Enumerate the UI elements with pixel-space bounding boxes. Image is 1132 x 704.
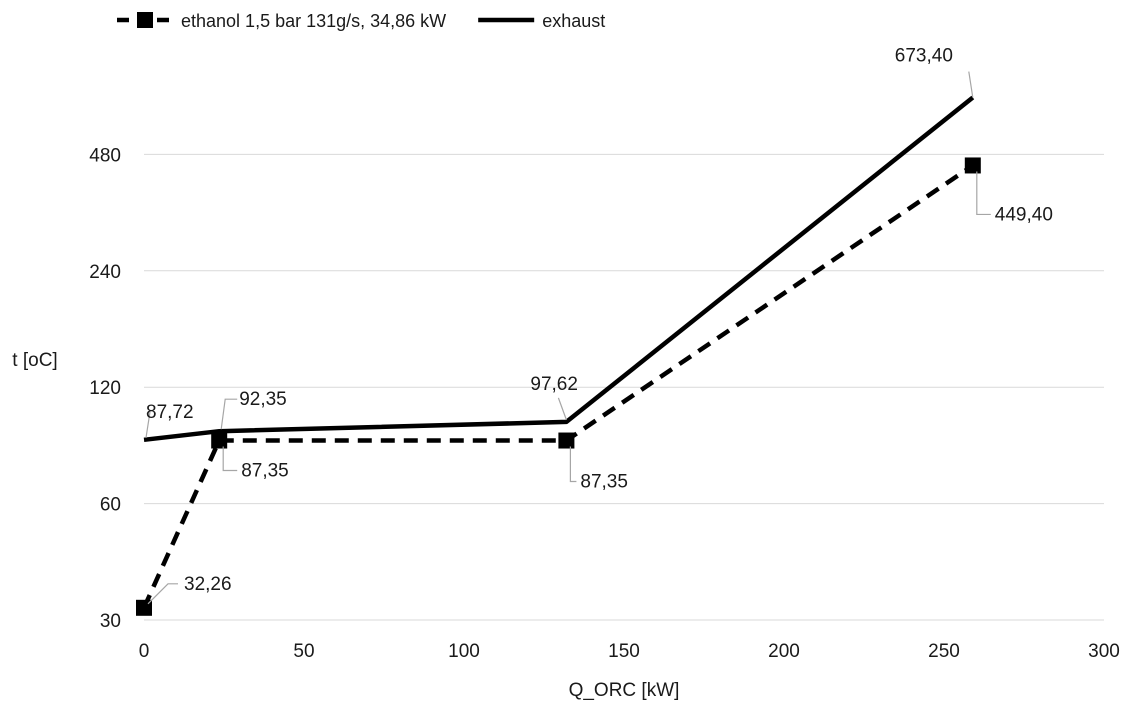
y-tick-label: 60 xyxy=(100,495,121,516)
x-tick-label: 300 xyxy=(1088,641,1120,662)
y-axis-label: t [oC] xyxy=(12,350,57,371)
data-label-leader xyxy=(569,446,577,483)
data-label-leader xyxy=(968,71,974,98)
legend-label: exhaust xyxy=(542,11,605,31)
series-group xyxy=(136,95,981,616)
series-marker xyxy=(558,432,575,449)
data-label: 449,40 xyxy=(995,204,1053,225)
data-label: 92,35 xyxy=(239,389,287,410)
series-marker xyxy=(964,157,981,174)
x-tick-label: 200 xyxy=(768,641,800,662)
data-labels-group: 32,26 87,35 87,35 449,40 87,72 92,35 97,62 673,… xyxy=(145,46,1053,605)
x-axis-label: Q_ORC [kW] xyxy=(569,680,680,701)
series-line xyxy=(141,163,975,609)
data-label: 97,62 xyxy=(530,374,578,395)
series-line xyxy=(143,95,975,443)
legend-label: ethanol 1,5 bar 131g/s, 34,86 kW xyxy=(181,11,446,31)
y-tick-label: 30 xyxy=(100,611,121,632)
data-label: 673,40 xyxy=(895,46,953,67)
legend: ethanol 1,5 bar 131g/s, 34,86 kW exhaust xyxy=(117,11,605,31)
series-marker xyxy=(211,432,228,449)
x-tick-label: 250 xyxy=(928,641,960,662)
data-label-leader xyxy=(220,398,238,430)
data-label-leader xyxy=(557,397,567,421)
data-label-leader xyxy=(976,171,991,216)
data-label: 87,72 xyxy=(146,402,194,423)
gridlines xyxy=(144,153,1104,621)
data-label: 87,35 xyxy=(580,472,628,493)
x-tick-label: 100 xyxy=(448,641,480,662)
x-tick-label: 0 xyxy=(139,641,150,662)
data-label-leader xyxy=(147,583,178,605)
data-label: 32,26 xyxy=(184,574,232,595)
y-tick-label: 120 xyxy=(89,378,121,399)
data-label-leader xyxy=(222,446,238,472)
x-tick-label: 150 xyxy=(608,641,640,662)
y-tick-label: 240 xyxy=(89,262,121,283)
data-label: 87,35 xyxy=(241,461,289,482)
y-tick-label: 480 xyxy=(89,145,121,166)
x-axis-ticks: 0 50 100 150 200 250 300 xyxy=(139,641,1120,662)
legend-marker xyxy=(137,12,153,28)
y-axis-ticks: 30 60 120 240 480 xyxy=(89,145,121,632)
x-tick-label: 50 xyxy=(293,641,314,662)
data-label-leader xyxy=(145,411,151,438)
